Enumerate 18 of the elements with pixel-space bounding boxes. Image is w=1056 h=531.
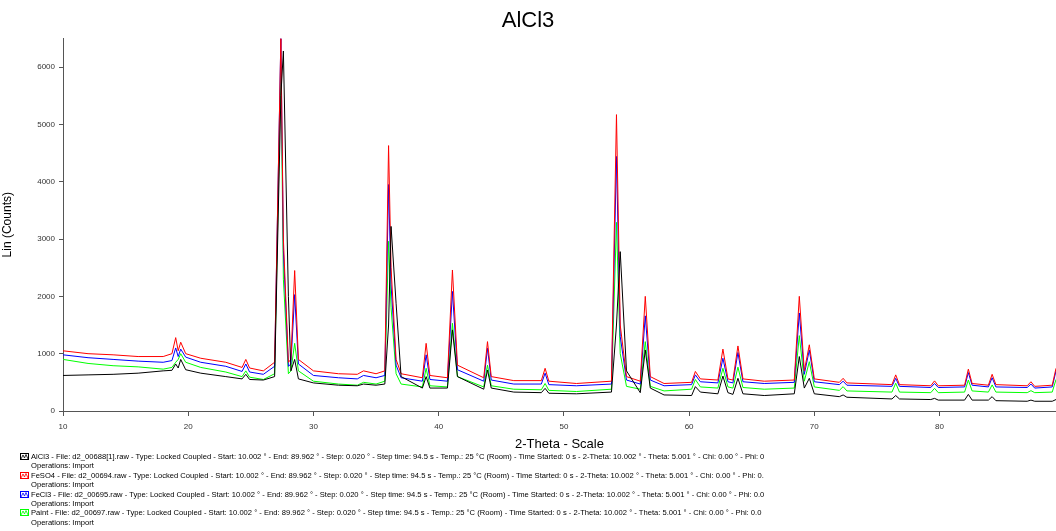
x-tick-label: 50 [559, 422, 569, 431]
y-tick-label: 4000 [37, 176, 56, 186]
y-axis-title: Lin (Counts) [0, 192, 14, 258]
y-tick-label: 1000 [37, 348, 56, 358]
y-tick-label: 3000 [37, 234, 56, 244]
x-tick-label: 30 [308, 422, 319, 431]
y-tick-label: 6000 [37, 62, 56, 72]
x-tick-label: 10 [58, 422, 68, 431]
x-axis-title: 2-Theta - Scale [515, 435, 604, 451]
chart-title: AlCl3 [501, 7, 555, 33]
y-tick-label: 2000 [37, 291, 56, 301]
y-tick-label: 5000 [37, 119, 56, 129]
x-tick-label: 70 [809, 422, 820, 431]
x-tick-label: 40 [434, 422, 444, 431]
x-tick-label: 60 [684, 422, 695, 431]
x-tick-label: 20 [183, 422, 194, 431]
y-tick-label: 0 [50, 406, 56, 416]
x-tick-label: 80 [935, 422, 945, 431]
